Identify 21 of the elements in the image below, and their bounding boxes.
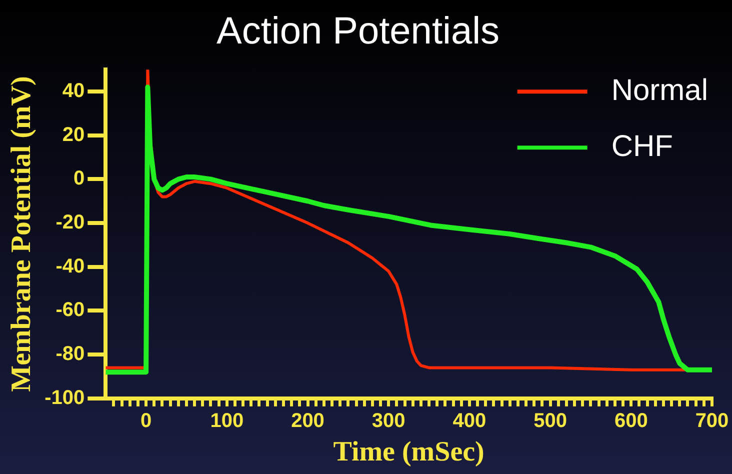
x-tick-label: 700 [695,410,729,432]
y-tick-label: 20 [62,124,85,146]
y-axis-title: Membrane Potential (mV) [6,76,38,392]
x-tick-label: 300 [372,410,406,432]
y-tick-label: 0 [74,168,85,190]
chart-title: Action Potentials [216,10,500,52]
y-tick-label: 40 [62,80,85,102]
x-tick-label: 600 [614,410,648,432]
x-tick-label: 0 [140,410,152,432]
y-tick-label: -40 [56,255,85,278]
x-axis-title: Time (mSec) [333,436,484,468]
y-tick-label: -20 [56,212,85,234]
x-tick-label: 500 [534,410,567,432]
x-tick-label: 400 [452,410,486,432]
y-tick-label: -60 [56,299,85,322]
legend-label: Normal [611,74,708,107]
y-tick-label: -80 [56,343,85,366]
x-tick-label: 100 [210,410,244,432]
legend-label: CHF [611,130,673,163]
y-tick-label: -100 [44,386,85,409]
x-tick-label: 200 [291,410,324,432]
